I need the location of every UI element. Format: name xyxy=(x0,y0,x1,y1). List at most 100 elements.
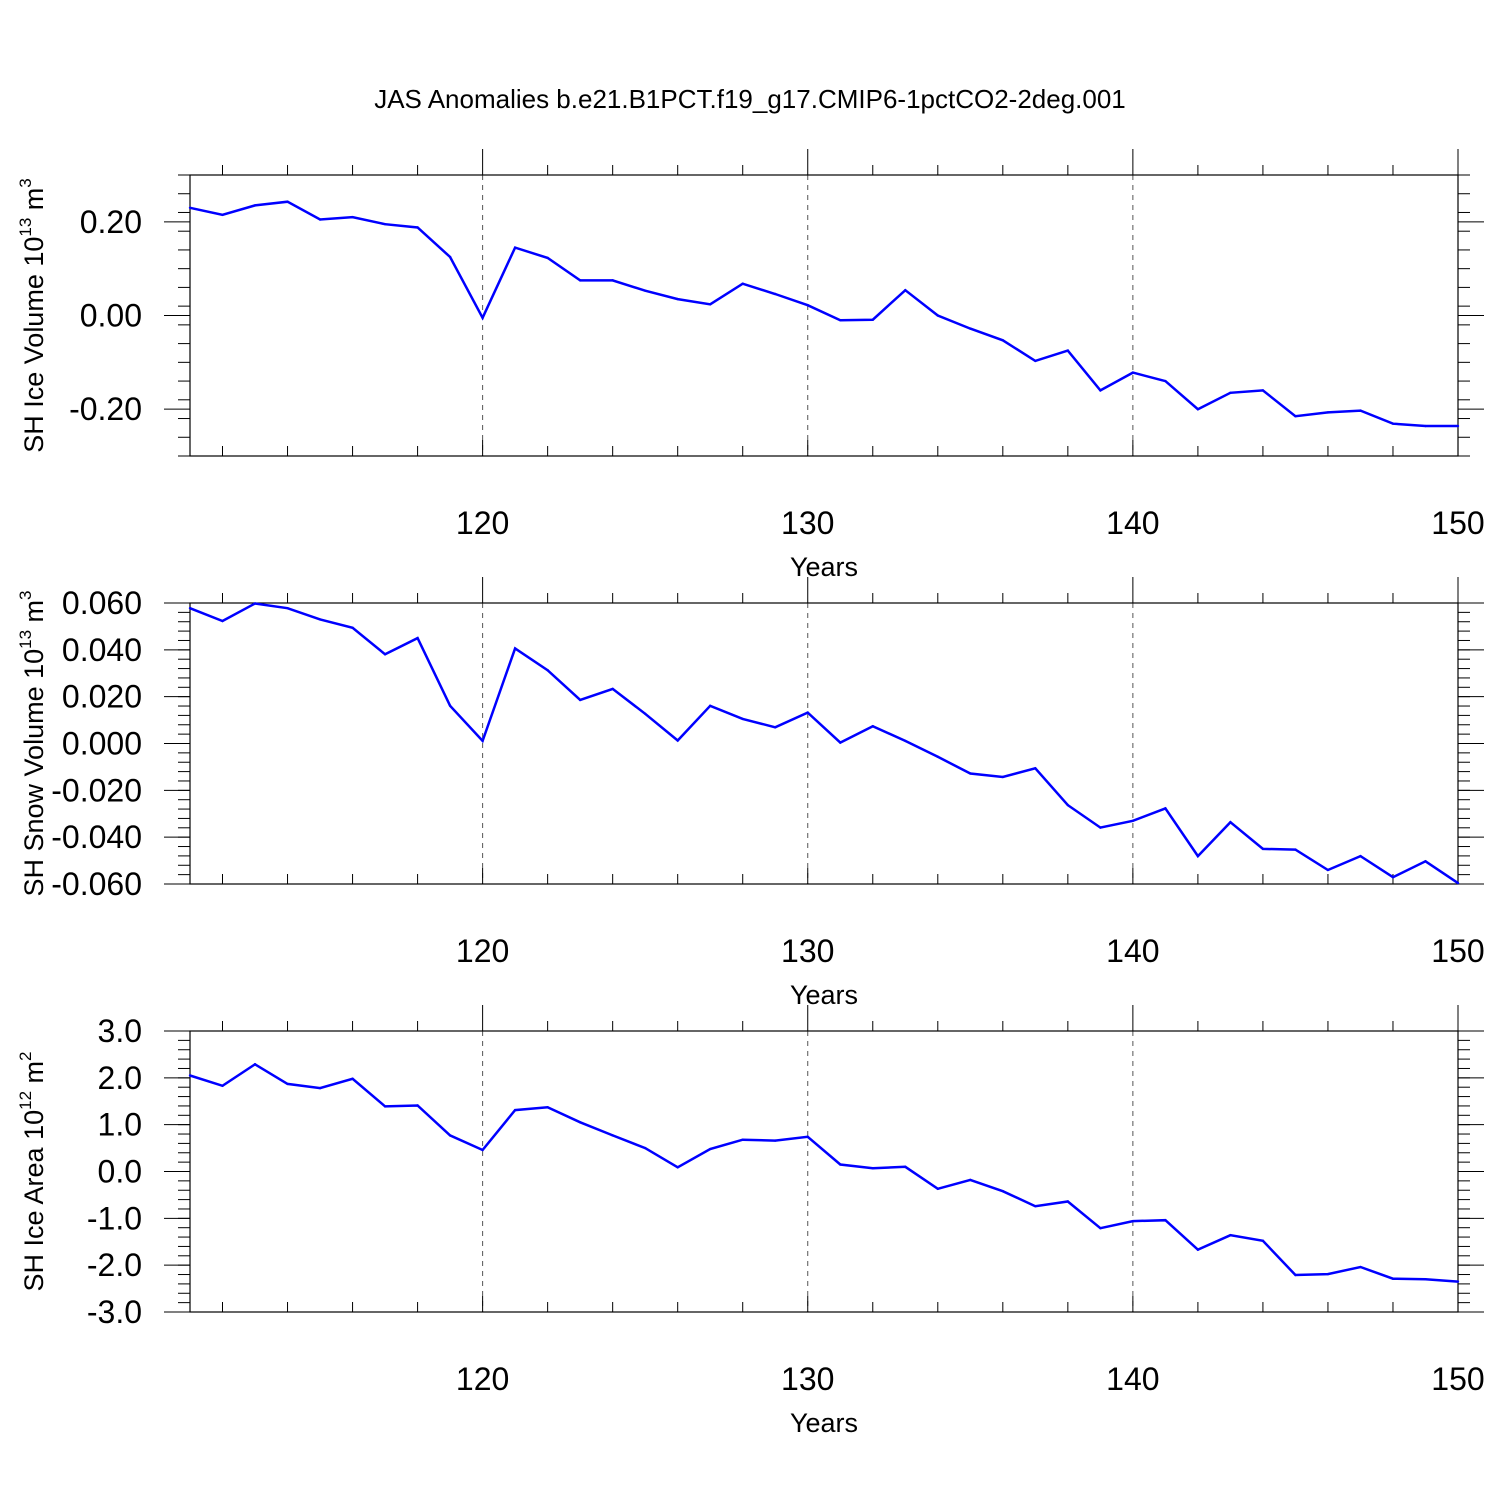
x-axis-label: Years xyxy=(790,1408,858,1438)
data-point xyxy=(676,297,679,301)
data-point xyxy=(643,712,647,715)
y-axis-label: SH Ice Volume 1013 m3 xyxy=(16,178,49,453)
x-tick-label: 140 xyxy=(1106,505,1159,541)
data-point xyxy=(1326,868,1330,872)
x-axis-label: Years xyxy=(790,552,858,582)
data-point xyxy=(643,289,647,292)
x-tick-label: 120 xyxy=(456,933,509,969)
chart-title: JAS Anomalies b.e21.B1PCT.f19_g17.CMIP6-… xyxy=(374,84,1126,114)
data-point xyxy=(1196,407,1200,411)
y-tick-label: 0.0 xyxy=(98,1154,142,1190)
data-point xyxy=(1196,854,1200,858)
y-tick-label: 0.060 xyxy=(62,585,142,621)
data-point xyxy=(676,1166,679,1169)
data-point xyxy=(481,1148,484,1152)
data-point xyxy=(969,1178,972,1182)
data-point xyxy=(481,316,484,320)
data-point xyxy=(904,739,907,743)
data-point xyxy=(383,653,387,656)
x-axis-label: Years xyxy=(790,980,858,1010)
data-point xyxy=(936,314,939,317)
y-tick-label: -2.0 xyxy=(87,1247,142,1283)
y-tick-label: -0.040 xyxy=(51,819,142,855)
data-point xyxy=(253,204,257,207)
data-point xyxy=(1391,422,1395,425)
data-point xyxy=(709,1147,712,1151)
x-tick-label: 140 xyxy=(1106,933,1159,969)
plot-frame xyxy=(189,174,1459,457)
data-point xyxy=(318,218,322,221)
data-point xyxy=(1164,1219,1167,1222)
data-point xyxy=(1359,1265,1362,1269)
y-tick-label: -0.060 xyxy=(51,866,142,902)
data-point xyxy=(1099,826,1102,829)
data-point xyxy=(448,704,452,707)
data-point xyxy=(1294,848,1297,851)
data-point xyxy=(188,206,192,209)
data-point xyxy=(1359,854,1362,858)
data-point xyxy=(1131,819,1135,822)
data-point xyxy=(286,200,289,203)
data-point xyxy=(1066,349,1070,352)
data-point xyxy=(741,1138,744,1141)
x-tick-label: 150 xyxy=(1431,505,1484,541)
x-tick-label: 120 xyxy=(456,505,509,541)
data-point xyxy=(1294,1273,1297,1277)
data-point xyxy=(806,1135,809,1139)
data-point xyxy=(1391,876,1395,879)
data-point xyxy=(351,626,354,630)
data-point xyxy=(1229,391,1232,394)
chart-panel-3: 120 130 140 150 3.0 2.0 1.0 0.0 -1.0 -2.0 -3.0 Year… xyxy=(16,1005,1485,1438)
data-point xyxy=(871,318,874,321)
data-point xyxy=(318,1086,322,1090)
data-point xyxy=(839,741,842,744)
y-tick-label: -3.0 xyxy=(87,1294,142,1330)
plot-frame xyxy=(189,602,1459,885)
data-point xyxy=(221,213,224,217)
data-point xyxy=(1099,389,1102,392)
data-point xyxy=(188,1074,192,1077)
data-point xyxy=(513,647,517,650)
y-tick-label: 2.0 xyxy=(98,1060,142,1096)
data-point xyxy=(1001,1189,1005,1193)
x-tick-label: 140 xyxy=(1106,1361,1159,1397)
data-point xyxy=(839,318,842,322)
data-point xyxy=(969,772,972,775)
data-point xyxy=(1131,371,1135,374)
y-tick-label: 0.020 xyxy=(62,679,142,715)
y-tick-label: 0.040 xyxy=(62,632,142,668)
data-point xyxy=(416,636,419,640)
data-point xyxy=(513,1108,517,1112)
y-tick-label: 3.0 xyxy=(98,1013,142,1049)
data-point xyxy=(1001,775,1005,779)
x-tick-label: 130 xyxy=(781,933,834,969)
data-point xyxy=(286,1082,289,1086)
plot-frame xyxy=(189,1030,1459,1313)
y-tick-label: 1.0 xyxy=(98,1107,142,1143)
data-point xyxy=(611,279,614,282)
data-point xyxy=(351,215,354,219)
data-point xyxy=(1261,847,1265,851)
data-point xyxy=(1034,1204,1037,1208)
data-point xyxy=(253,1063,257,1066)
data-point xyxy=(546,669,549,672)
data-point xyxy=(1294,414,1297,418)
data-point xyxy=(1326,411,1330,414)
x-tick-label: 150 xyxy=(1431,1361,1484,1397)
data-point xyxy=(1326,1272,1330,1276)
data-point xyxy=(1261,389,1265,392)
data-point xyxy=(969,327,972,330)
data-point xyxy=(1196,1248,1200,1251)
data-point xyxy=(1424,860,1427,863)
y-tick-label: 0.000 xyxy=(62,726,142,762)
data-point xyxy=(806,303,809,307)
data-point xyxy=(774,1139,777,1142)
data-point xyxy=(709,704,712,707)
data-point xyxy=(1099,1226,1102,1230)
data-point xyxy=(936,1187,939,1191)
y-tick-label: -0.20 xyxy=(69,391,142,427)
data-point xyxy=(936,755,939,759)
data-point xyxy=(643,1146,647,1150)
data-point xyxy=(741,282,744,285)
y-tick-label: 0.00 xyxy=(80,298,142,334)
